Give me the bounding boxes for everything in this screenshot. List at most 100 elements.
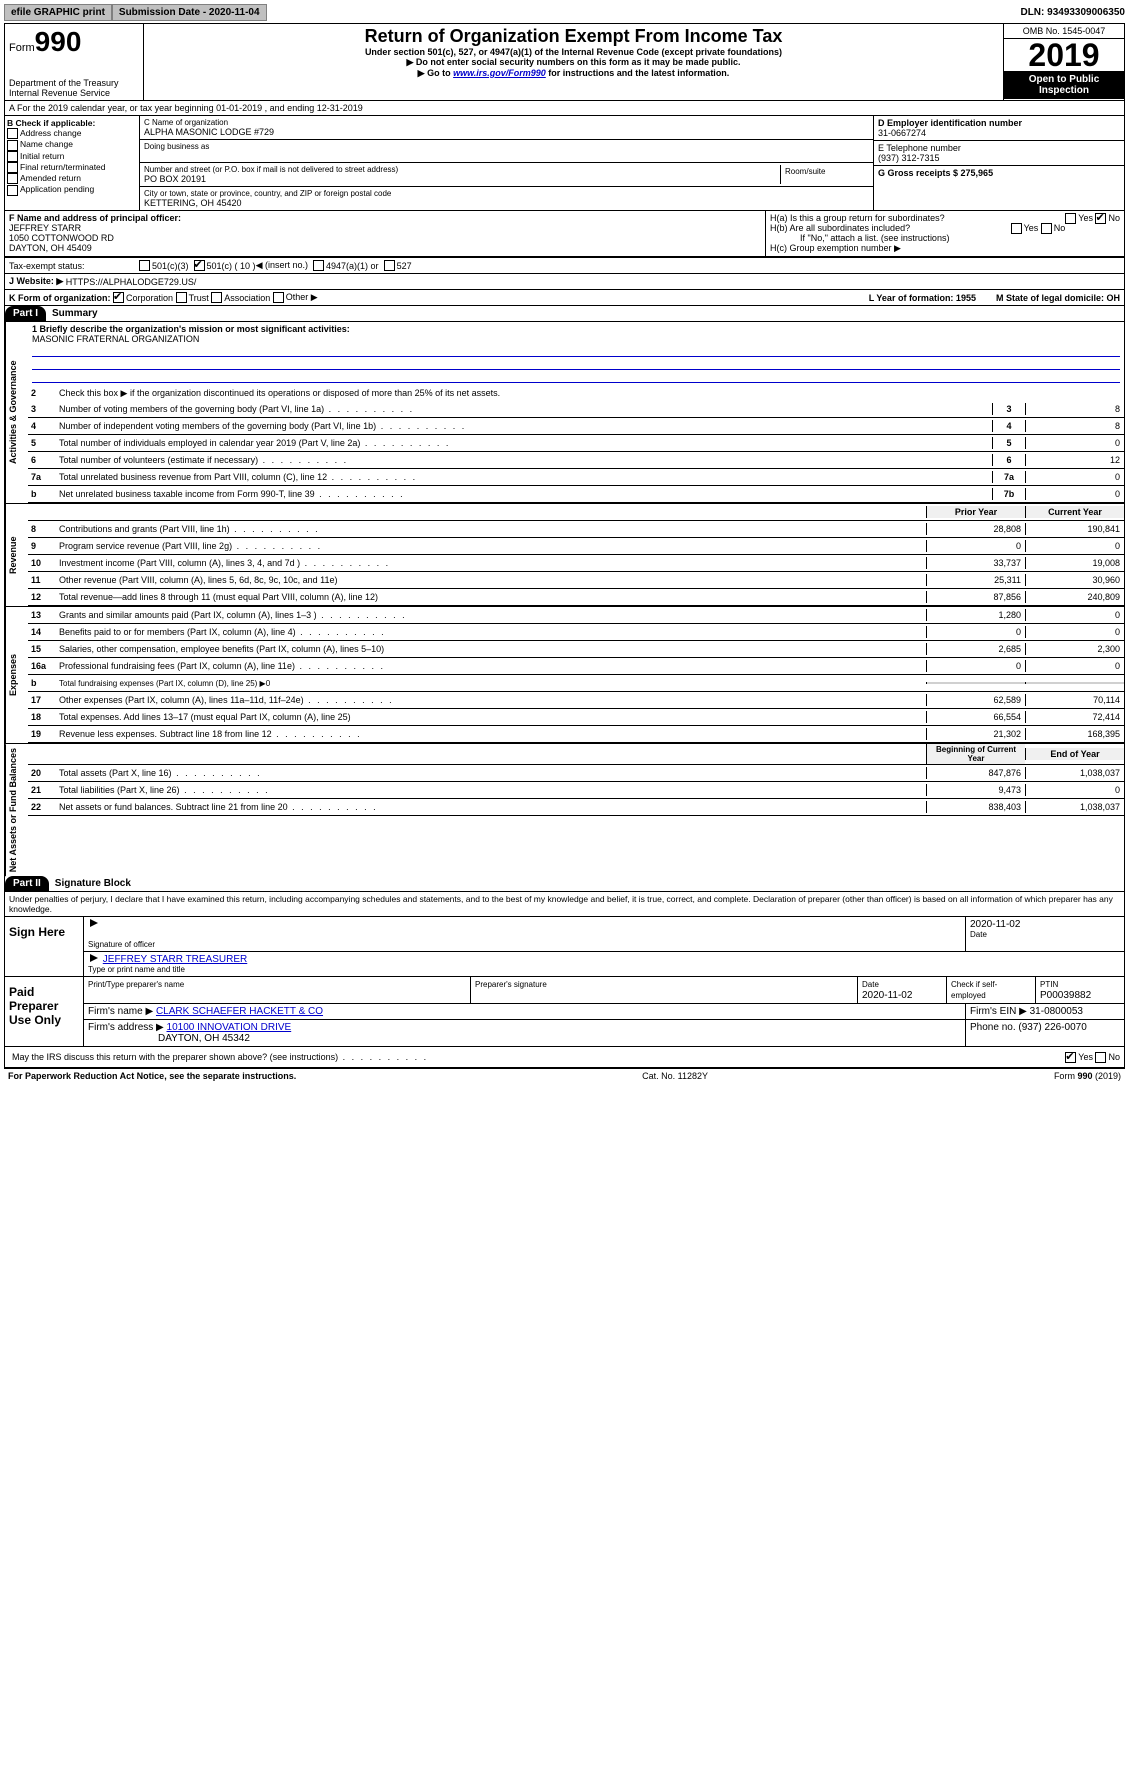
line-13: Grants and similar amounts paid (Part IX… bbox=[56, 609, 926, 621]
part1-title: Summary bbox=[46, 308, 98, 319]
firm-name: Firm's name ▶ CLARK SCHAEFER HACKETT & C… bbox=[84, 1004, 965, 1019]
line-6: Total number of volunteers (estimate if … bbox=[56, 454, 992, 466]
firm-link[interactable]: CLARK SCHAEFER HACKETT & CO bbox=[156, 1006, 323, 1017]
form-title: Return of Organization Exempt From Incom… bbox=[148, 26, 999, 47]
open-line1: Open to Public bbox=[1029, 74, 1100, 85]
chk-corp[interactable] bbox=[113, 292, 124, 303]
hc-lbl: H(c) Group exemption number ▶ bbox=[770, 243, 1120, 254]
lbl-corp: Corporation bbox=[126, 293, 173, 303]
c13: 0 bbox=[1025, 609, 1124, 621]
paid-prep-row: Paid Preparer Use Only Print/Type prepar… bbox=[5, 977, 1124, 1047]
part2-header: Part II Signature Block bbox=[5, 876, 1124, 892]
header-row: Form990 Department of the Treasury Inter… bbox=[5, 24, 1124, 101]
efile-btn[interactable]: efile GRAPHIC print bbox=[4, 4, 112, 21]
mission-lbl: 1 Briefly describe the organization's mi… bbox=[32, 324, 1120, 334]
chk-501c3[interactable] bbox=[139, 260, 150, 271]
chk-assoc[interactable] bbox=[211, 292, 222, 303]
subtitle-1: Under section 501(c), 527, or 4947(a)(1)… bbox=[148, 47, 999, 57]
hb-yes[interactable] bbox=[1011, 223, 1022, 234]
line-8: Contributions and grants (Part VIII, lin… bbox=[56, 523, 926, 535]
arrow-icon bbox=[90, 919, 98, 927]
exp-section: Expenses 13Grants and similar amounts pa… bbox=[5, 606, 1124, 743]
chk-pending[interactable]: Application pending bbox=[7, 184, 137, 195]
hb-no[interactable] bbox=[1041, 223, 1052, 234]
sig-name-val[interactable]: JEFFREY STARR TREASURER bbox=[103, 954, 247, 965]
officer-addr2: DAYTON, OH 45409 bbox=[9, 243, 761, 253]
col-b: B Check if applicable: Address change Na… bbox=[5, 116, 140, 210]
chk-name-change[interactable]: Name change bbox=[7, 139, 137, 150]
shade-16b-c bbox=[1025, 682, 1124, 684]
lbl-trust: Trust bbox=[189, 293, 209, 303]
room-box: Room/suite bbox=[780, 165, 869, 184]
c10: 19,008 bbox=[1025, 557, 1124, 569]
lbl-527: 527 bbox=[397, 261, 412, 271]
mission-line bbox=[32, 344, 1120, 357]
paid-prep-lbl: Paid Preparer Use Only bbox=[5, 977, 84, 1046]
form-num: 990 bbox=[35, 26, 82, 57]
hb-row: H(b) Are all subordinates included? Yes … bbox=[770, 223, 1120, 233]
chk-other[interactable] bbox=[273, 292, 284, 303]
line-20: Total assets (Part X, line 16) bbox=[56, 767, 926, 779]
firm-phone: Phone no. (937) 226-0070 bbox=[965, 1020, 1124, 1046]
sig-name: JEFFREY STARR TREASURER Type or print na… bbox=[84, 952, 1124, 976]
p14: 0 bbox=[926, 626, 1025, 638]
c11: 30,960 bbox=[1025, 574, 1124, 586]
prep-ptin: PTINP00039882 bbox=[1035, 977, 1124, 1003]
submission-btn[interactable]: Submission Date - 2020-11-04 bbox=[112, 4, 267, 21]
city: KETTERING, OH 45420 bbox=[144, 198, 869, 208]
dln-text: DLN: 93493309006350 bbox=[1020, 7, 1125, 18]
irs-link[interactable]: www.irs.gov/Form990 bbox=[453, 68, 546, 78]
hdr-prior: Prior Year bbox=[926, 506, 1025, 518]
line-15: Salaries, other compensation, employee b… bbox=[56, 643, 926, 655]
part1-header: Part I Summary bbox=[5, 306, 1124, 322]
line-19: Revenue less expenses. Subtract line 18 … bbox=[56, 728, 926, 740]
p16a: 0 bbox=[926, 660, 1025, 672]
discuss-yes[interactable] bbox=[1065, 1052, 1076, 1063]
vtab-gov: Activities & Governance bbox=[5, 322, 28, 503]
org-name-lbl: C Name of organization bbox=[144, 118, 869, 127]
line-2: Check this box ▶ if the organization dis… bbox=[56, 387, 1124, 400]
chk-final[interactable]: Final return/terminated bbox=[7, 162, 137, 173]
col-deg: D Employer identification number 31-0667… bbox=[873, 116, 1124, 210]
sub3-prefix: ▶ Go to bbox=[418, 68, 453, 78]
chk-addr-change[interactable]: Address change bbox=[7, 128, 137, 139]
val-7b: 0 bbox=[1025, 488, 1124, 500]
discuss-no[interactable] bbox=[1095, 1052, 1106, 1063]
chk-501c[interactable] bbox=[194, 260, 205, 271]
p22: 838,403 bbox=[926, 801, 1025, 813]
row-a: A For the 2019 calendar year, or tax yea… bbox=[5, 101, 1124, 116]
col-f: F Name and address of principal officer:… bbox=[5, 211, 766, 256]
shade-16b-p bbox=[926, 682, 1025, 684]
val-6: 12 bbox=[1025, 454, 1124, 466]
ha-no[interactable] bbox=[1095, 213, 1106, 224]
c22: 1,038,037 bbox=[1025, 801, 1124, 813]
chk-4947[interactable] bbox=[313, 260, 324, 271]
chk-527[interactable] bbox=[384, 260, 395, 271]
c17: 70,114 bbox=[1025, 694, 1124, 706]
row-fh: F Name and address of principal officer:… bbox=[5, 211, 1124, 257]
ha-yes[interactable] bbox=[1065, 213, 1076, 224]
c20: 1,038,037 bbox=[1025, 767, 1124, 779]
prep-self[interactable]: Check if self-employed bbox=[946, 977, 1035, 1003]
chk-amended[interactable]: Amended return bbox=[7, 173, 137, 184]
org-name: ALPHA MASONIC LODGE #729 bbox=[144, 127, 869, 137]
chk-initial[interactable]: Initial return bbox=[7, 151, 137, 162]
sig-officer[interactable]: Signature of officer bbox=[84, 917, 965, 951]
col-h: H(a) Is this a group return for subordin… bbox=[766, 211, 1124, 256]
footer-pra: For Paperwork Reduction Act Notice, see … bbox=[8, 1071, 296, 1081]
website-url[interactable]: HTTPS://ALPHALODGE729.US/ bbox=[66, 277, 197, 287]
open-public-badge: Open to Public Inspection bbox=[1004, 71, 1124, 99]
city-box: City or town, state or province, country… bbox=[140, 187, 873, 210]
c9: 0 bbox=[1025, 540, 1124, 552]
hb-lbl: H(b) Are all subordinates included? bbox=[770, 223, 910, 233]
ha-row: H(a) Is this a group return for subordin… bbox=[770, 213, 1120, 223]
form-org-lbl: K Form of organization: bbox=[9, 293, 111, 303]
line-21: Total liabilities (Part X, line 26) bbox=[56, 784, 926, 796]
firm-addr1[interactable]: 10100 INNOVATION DRIVE bbox=[167, 1022, 292, 1033]
ein: 31-0667274 bbox=[878, 128, 1120, 138]
sign-here-row: Sign Here Signature of officer 2020-11-0… bbox=[5, 917, 1124, 977]
chk-trust[interactable] bbox=[176, 292, 187, 303]
section-bcd: B Check if applicable: Address change Na… bbox=[5, 116, 1124, 211]
line-5: Total number of individuals employed in … bbox=[56, 437, 992, 449]
sig-officer-lbl: Signature of officer bbox=[88, 940, 961, 949]
